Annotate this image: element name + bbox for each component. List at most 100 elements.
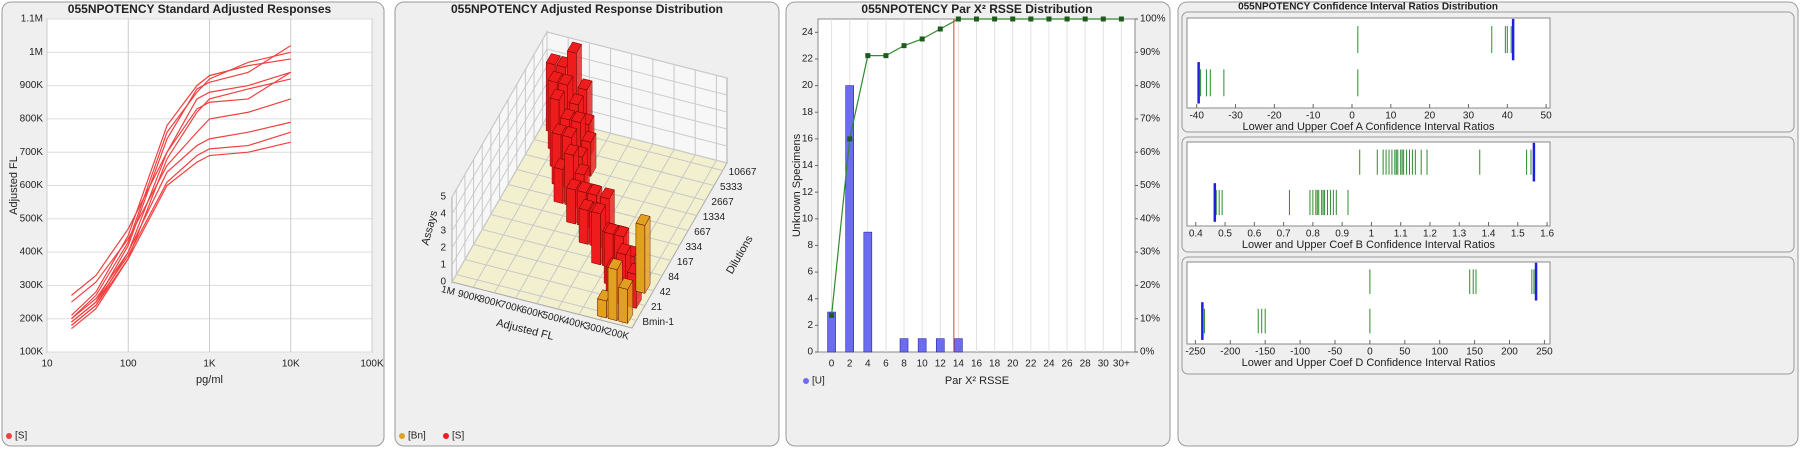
bar-face	[597, 298, 607, 319]
y-tick-label: 10	[802, 213, 814, 224]
y-tick-label: 20	[802, 80, 814, 91]
x-tick-label: -30	[1228, 111, 1243, 122]
line-point	[829, 312, 835, 318]
x-tick-label: -200	[1220, 347, 1240, 358]
y-tick-label: 42	[660, 287, 672, 298]
bar-face	[635, 222, 646, 294]
bar	[899, 338, 909, 353]
y-tick-label: 0	[807, 347, 813, 358]
bar-face	[578, 207, 589, 245]
x-tick-label: 40	[1502, 111, 1514, 122]
x-axis-title: Par X² RSSE	[945, 375, 1009, 387]
line-point	[992, 16, 998, 22]
x-tick-label: 30+	[1113, 359, 1130, 370]
y2-tick-label: 40%	[1140, 213, 1160, 224]
y-tick-label: 22	[802, 54, 814, 65]
series-line	[71, 58, 291, 316]
y-tick-label: 500K	[20, 213, 44, 224]
x-tick-label: 10	[917, 359, 929, 370]
bar-top	[576, 181, 592, 194]
y-tick-label: 2667	[711, 197, 734, 208]
series-line	[71, 131, 291, 323]
x-tick-label: 6	[883, 359, 889, 370]
x-tick-label: 10	[1385, 111, 1397, 122]
line-point	[883, 53, 889, 59]
y-tick-label: Bmin-1	[642, 317, 674, 328]
line-point	[1082, 16, 1088, 22]
y-tick-label: 800K	[20, 114, 44, 125]
bar-side	[644, 215, 651, 295]
bar-top	[551, 123, 567, 136]
x-tick-label: 1.3	[1452, 229, 1466, 240]
x-tick-label: 100	[120, 359, 137, 370]
bar-top	[587, 183, 603, 196]
bar-face	[566, 187, 576, 225]
x-tick-label: 200	[1501, 347, 1518, 358]
line-point	[847, 136, 853, 142]
bar	[863, 231, 873, 353]
y-tick-label: 10667	[729, 167, 757, 178]
series-line	[71, 71, 292, 296]
y-tick-label: 4	[807, 293, 813, 304]
y2-tick-label: 50%	[1140, 180, 1160, 191]
line-point	[1064, 16, 1070, 22]
line-point	[1046, 16, 1052, 22]
x-tick-label: 12	[935, 359, 947, 370]
y2-tick-label: 0%	[1140, 347, 1155, 358]
legend-swatch	[399, 433, 405, 439]
bar	[954, 338, 963, 353]
bar	[845, 85, 855, 353]
bar	[935, 338, 945, 353]
y-axis-title: Adjusted FL	[8, 156, 20, 215]
legend-label: [S]	[15, 431, 27, 442]
x-tick-label: 0.9	[1335, 229, 1349, 240]
x-axis-title: pg/ml	[196, 374, 223, 386]
y2-tick-label: 30%	[1140, 247, 1160, 258]
x-tick-label: 14	[953, 359, 965, 370]
bar-top	[599, 187, 615, 200]
category-line	[473, 159, 654, 291]
category-line	[464, 174, 646, 306]
y2-tick-label: 10%	[1140, 313, 1160, 324]
x-tick-label: 0	[1367, 347, 1373, 358]
x-tick-label: 250	[1536, 347, 1553, 358]
chart-title: 055NPOTENCY Standard Adjusted Responses	[68, 2, 332, 16]
legend-swatch	[443, 433, 449, 439]
y2-tick-label: 90%	[1140, 47, 1160, 58]
z-tick-label: 0	[440, 277, 446, 288]
bar-top	[581, 130, 597, 143]
y-tick-label: 16	[802, 134, 814, 145]
x-tick-label: -100	[1290, 347, 1310, 358]
category-line	[533, 54, 715, 186]
x-tick-label: 100	[1431, 347, 1448, 358]
bar-top	[616, 243, 632, 256]
x-tick-label: 28	[1080, 359, 1092, 370]
chart-title: 055NPOTENCY Adjusted Response Distributi…	[451, 2, 723, 16]
y2-tick-label: 20%	[1140, 280, 1160, 291]
bar-face	[618, 286, 628, 324]
line-point	[1010, 16, 1016, 22]
bar-top	[603, 222, 619, 235]
x-tick-label: -20	[1267, 111, 1282, 122]
bar-top	[607, 258, 623, 271]
y-tick-label: 667	[694, 227, 711, 238]
plot-area	[1186, 261, 1551, 345]
x-tick-label: 22	[1025, 359, 1037, 370]
x-tick-label: 30	[1463, 111, 1475, 122]
y-tick-label: 400K	[20, 247, 44, 258]
grid-line	[557, 59, 654, 310]
legend-label: [Bn]	[408, 431, 426, 442]
bar-top	[577, 78, 593, 91]
x-tick-label: 8	[901, 359, 907, 370]
z-tick-label: 1	[440, 260, 446, 271]
bar-top	[618, 277, 634, 290]
bar-top	[564, 143, 580, 156]
x-tick-label: -10	[1306, 111, 1321, 122]
plot-area	[1186, 141, 1551, 227]
series-line	[71, 141, 291, 326]
z-tick-label: 4	[440, 209, 446, 220]
line-point	[955, 16, 961, 22]
x-tick-label: 2	[847, 359, 853, 370]
